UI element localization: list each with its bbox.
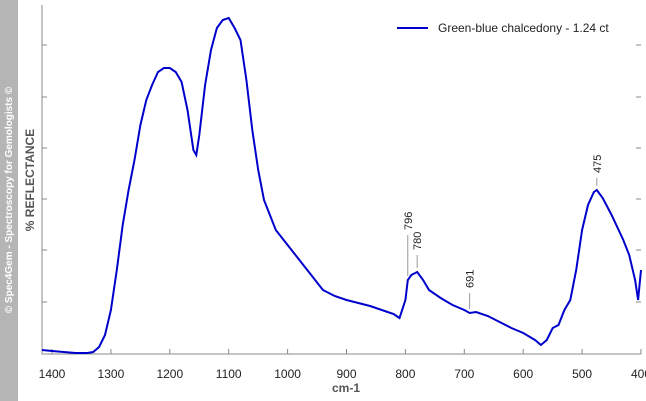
x-tick-label: 1100 <box>216 367 242 381</box>
x-tick-label: 900 <box>336 367 356 381</box>
sidebar <box>0 0 18 401</box>
watermark: © Spec4Gem - Spectroscopy for Gemologist… <box>4 86 15 313</box>
peak-label: 475 <box>592 155 604 173</box>
x-tick-label: 1200 <box>156 367 183 381</box>
legend-label: Green-blue chalcedony - 1.24 ct <box>438 21 609 35</box>
x-tick-label: 1400 <box>39 367 66 381</box>
x-tick-label: 400 <box>631 367 646 381</box>
peak-label: 796 <box>403 212 415 230</box>
spectrum-line <box>41 16 642 354</box>
x-tick-label: 800 <box>395 367 415 381</box>
x-axis-label: cm-1 <box>332 381 360 395</box>
x-tick-label: 500 <box>572 367 592 381</box>
x-tick-label: 700 <box>454 367 474 381</box>
x-tick-label: 600 <box>513 367 533 381</box>
y-axis-label: % REFLECTANCE <box>23 129 37 231</box>
peak-label: 691 <box>465 270 477 288</box>
x-tick-label: 1300 <box>98 367 125 381</box>
x-tick-label: 1000 <box>274 367 301 381</box>
axes <box>41 5 641 355</box>
peak-label: 780 <box>412 232 424 250</box>
